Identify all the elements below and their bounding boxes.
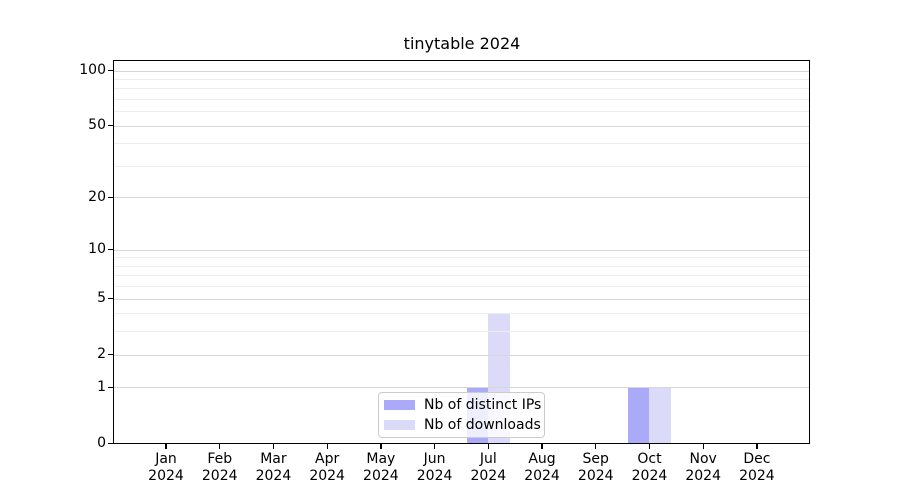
x-tick-mark-jan xyxy=(165,444,167,449)
gridline-minor-9 xyxy=(114,257,809,259)
plot-area-frame xyxy=(113,60,810,444)
gridline-minor-90 xyxy=(114,78,809,80)
y-tick-label-50: 50 xyxy=(88,117,106,134)
x-tick-mark-sep xyxy=(595,444,597,449)
x-tick-mark-dec xyxy=(756,444,758,449)
x-tick-mark-feb xyxy=(219,444,221,449)
x-tick-label-feb: Feb 2024 xyxy=(201,451,238,484)
gridline-major-2 xyxy=(114,354,809,356)
y-tick-mark-50 xyxy=(108,125,113,127)
y-tick-mark-2 xyxy=(108,354,113,356)
x-tick-label-aug: Aug 2024 xyxy=(524,451,560,484)
x-tick-label-jul: Jul 2024 xyxy=(470,451,507,484)
legend: Nb of distinct IPs Nb of downloads xyxy=(378,392,545,438)
bar-distinct-ips-oct xyxy=(627,387,650,444)
x-tick-label-jun: Jun 2024 xyxy=(416,451,453,484)
gridline-minor-30 xyxy=(114,165,809,167)
y-tick-mark-0 xyxy=(108,442,113,445)
y-tick-label-1: 1 xyxy=(97,378,106,395)
gridline-major-100 xyxy=(114,70,809,72)
y-tick-label-2: 2 xyxy=(97,346,106,363)
x-tick-mark-jul xyxy=(487,444,489,449)
gridline-major-5 xyxy=(114,298,809,300)
gridline-major-10 xyxy=(114,249,809,251)
legend-item-distinct-ips: Nb of distinct IPs xyxy=(384,396,544,415)
x-tick-label-nov: Nov 2024 xyxy=(685,451,721,484)
x-tick-mark-jun xyxy=(433,444,436,449)
bar-downloads-oct xyxy=(649,387,671,444)
gridline-minor-70 xyxy=(114,98,809,100)
gridline-major-50 xyxy=(114,125,809,127)
y-tick-label-100: 100 xyxy=(79,62,106,78)
gridline-minor-8 xyxy=(114,265,809,267)
gridline-minor-40 xyxy=(114,143,809,145)
y-tick-mark-20 xyxy=(108,196,113,199)
x-tick-mark-mar xyxy=(272,444,275,449)
y-tick-mark-100 xyxy=(108,69,113,72)
gridline-minor-6 xyxy=(114,286,809,288)
x-tick-mark-aug xyxy=(541,444,543,449)
legend-swatch-downloads xyxy=(384,420,415,430)
y-tick-label-20: 20 xyxy=(88,188,106,205)
gridline-major-20 xyxy=(114,197,809,199)
legend-item-downloads: Nb of downloads xyxy=(384,416,544,435)
x-tick-label-jan: Jan 2024 xyxy=(148,451,184,484)
legend-label-distinct-ips: Nb of distinct IPs xyxy=(424,397,542,413)
gridline-minor-7 xyxy=(114,275,809,277)
gridline-minor-3 xyxy=(114,331,809,333)
legend-swatch-distinct-ips xyxy=(384,400,415,410)
x-tick-mark-nov xyxy=(702,444,704,449)
x-tick-mark-oct xyxy=(648,444,651,449)
x-tick-label-dec: Dec 2024 xyxy=(739,451,775,484)
x-tick-mark-may xyxy=(380,444,382,449)
y-tick-mark-1 xyxy=(108,386,113,389)
chart-title: tinytable 2024 xyxy=(403,34,521,53)
y-tick-label-5: 5 xyxy=(97,290,106,307)
gridline-minor-80 xyxy=(114,88,809,90)
legend-label-downloads: Nb of downloads xyxy=(424,417,541,433)
x-tick-label-may: May 2024 xyxy=(363,451,399,484)
x-tick-label-apr: Apr 2024 xyxy=(309,451,345,484)
x-tick-mark-apr xyxy=(326,444,328,449)
y-tick-mark-10 xyxy=(108,249,113,251)
x-tick-label-oct: Oct 2024 xyxy=(631,451,668,484)
gridline-minor-4 xyxy=(114,313,809,315)
y-tick-label-10: 10 xyxy=(88,241,106,258)
gridline-major-1 xyxy=(114,387,809,389)
gridline-minor-60 xyxy=(114,111,809,113)
x-tick-label-sep: Sep 2024 xyxy=(577,451,614,484)
y-tick-mark-5 xyxy=(108,298,113,300)
y-tick-label-0: 0 xyxy=(97,435,106,451)
x-tick-label-mar: Mar 2024 xyxy=(255,451,292,484)
